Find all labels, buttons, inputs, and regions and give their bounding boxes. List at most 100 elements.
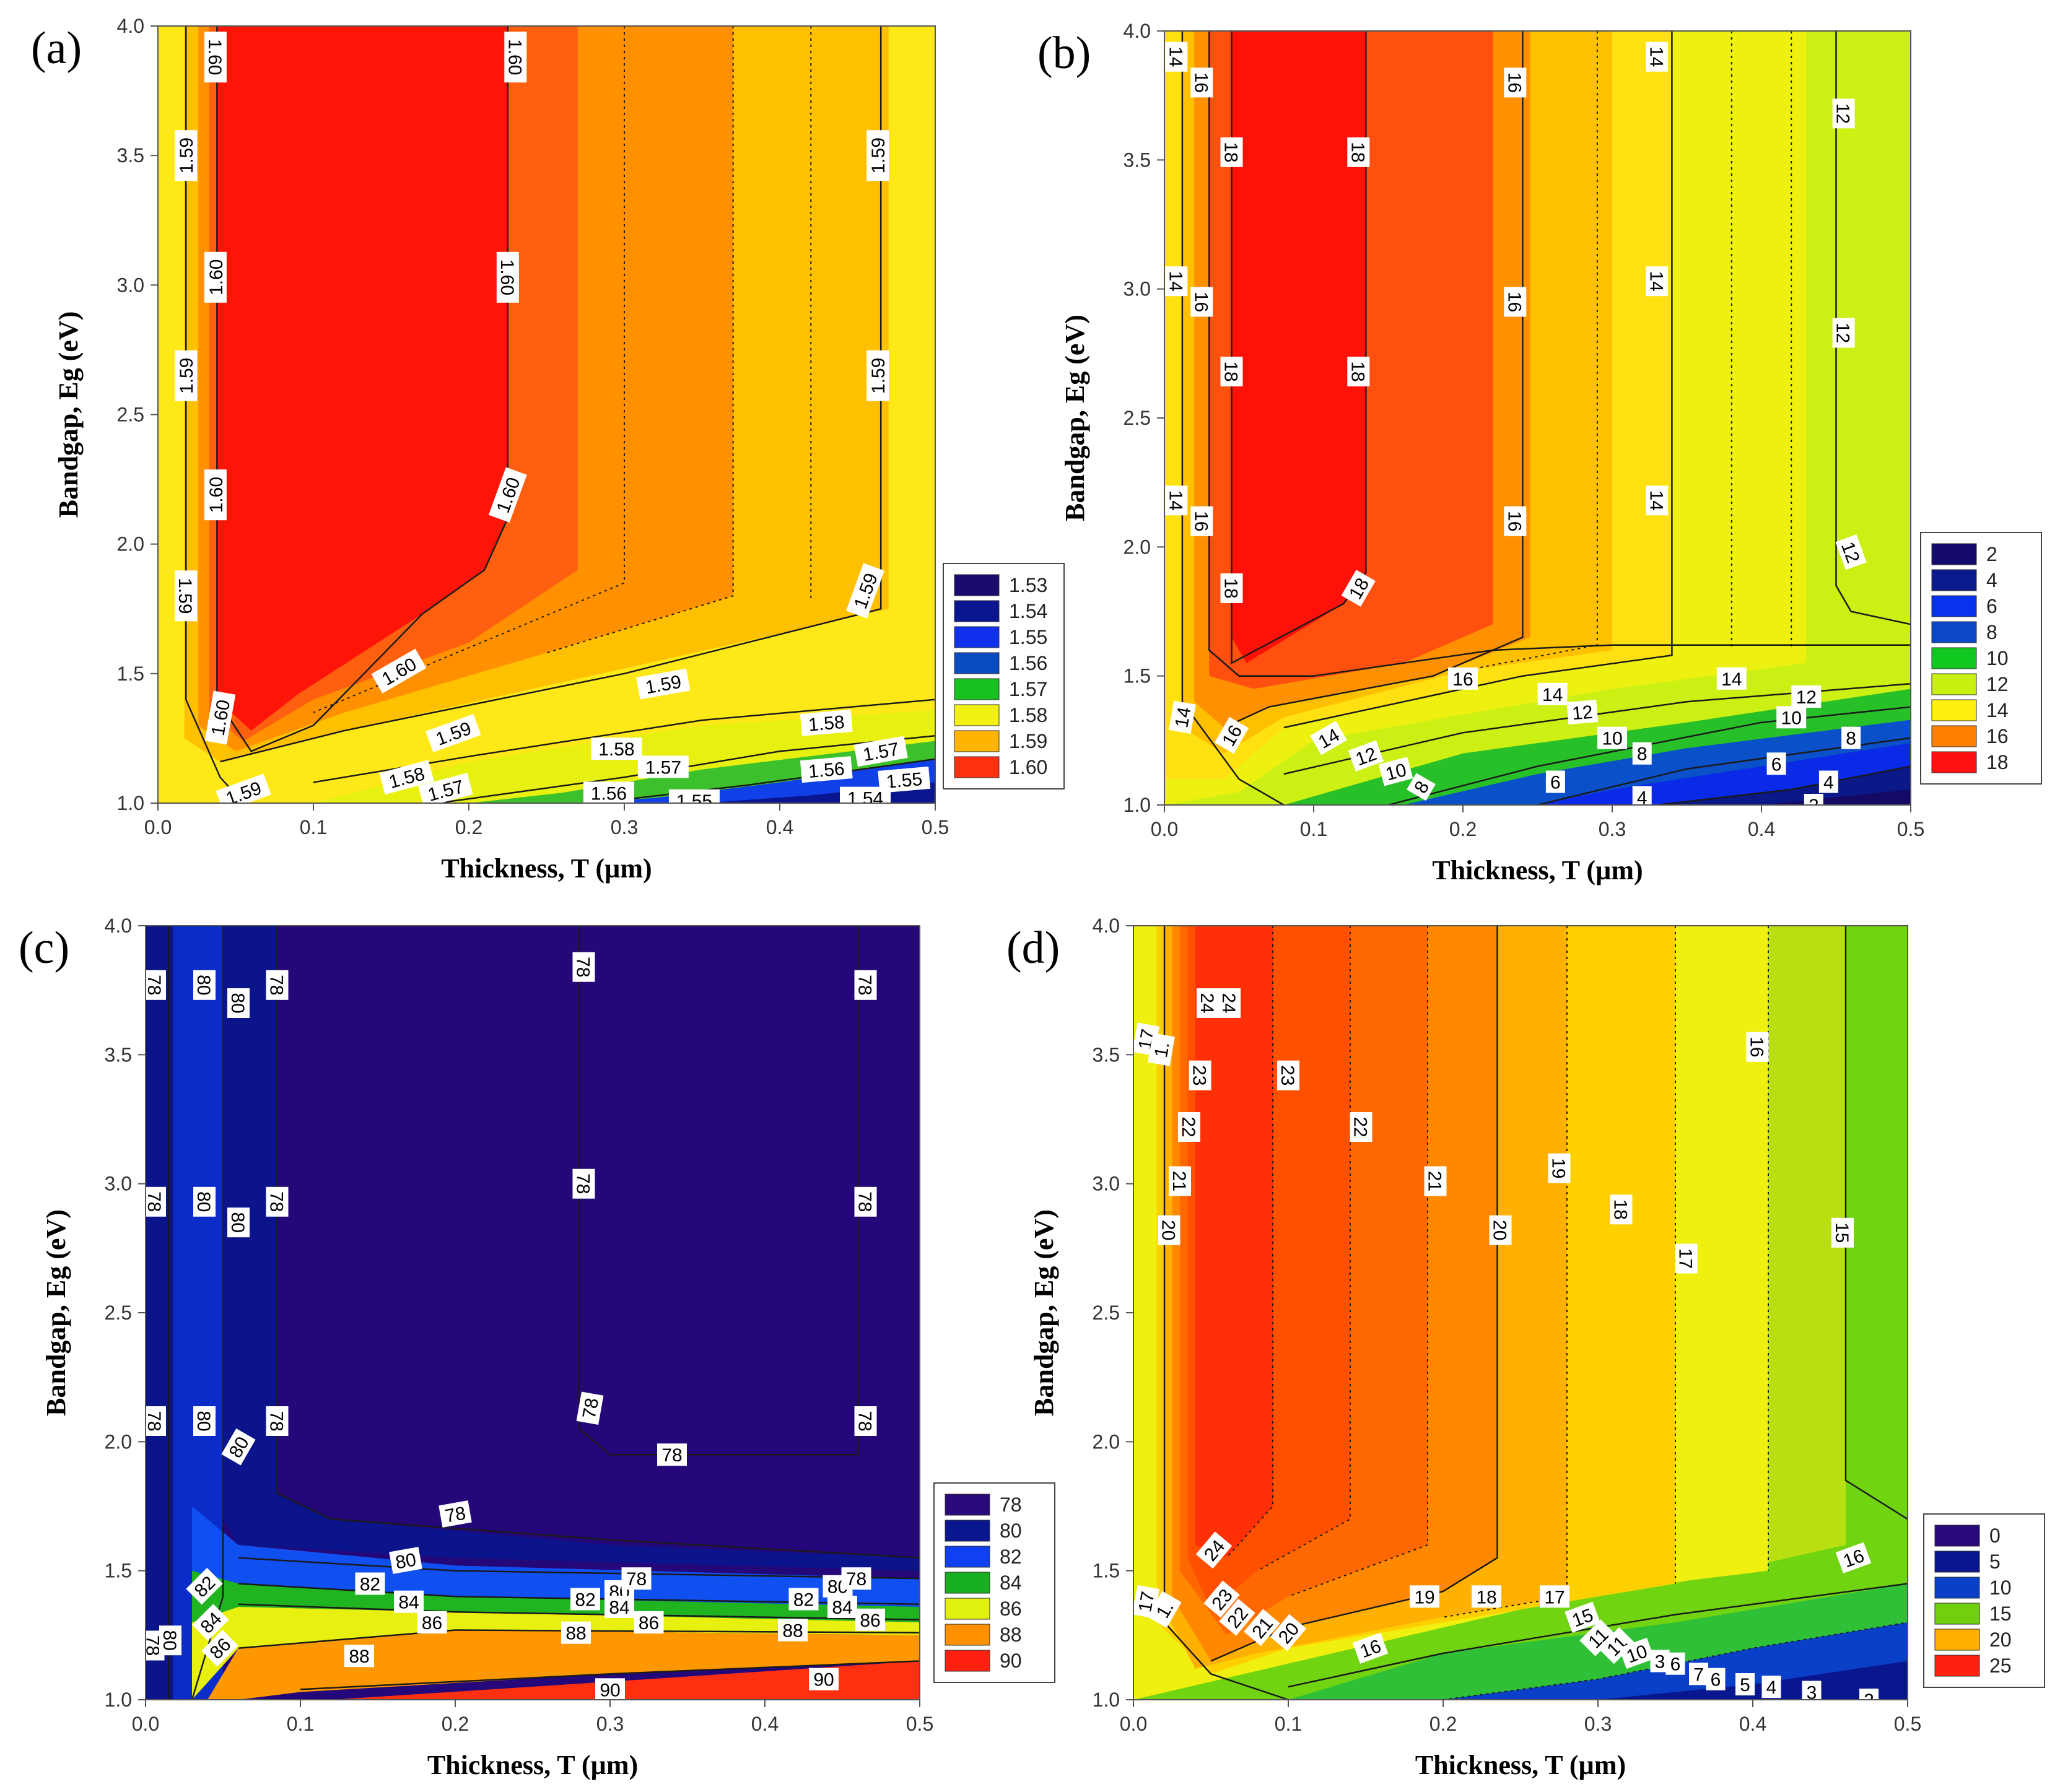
contour-label: 78 xyxy=(266,970,289,1000)
contour-label: 12 xyxy=(1832,98,1855,129)
contour-label: 78 xyxy=(266,1186,289,1217)
y-tick-label: 4.0 xyxy=(1093,915,1120,937)
contour-label-text: 1.60 xyxy=(206,477,227,513)
contour-label-text: 80 xyxy=(394,1549,418,1573)
contour-label: 1.60 xyxy=(496,251,519,303)
contour-label: 16 xyxy=(1835,1542,1872,1573)
contour-label-text: 8 xyxy=(1637,744,1648,765)
x-tick-label: 0.1 xyxy=(287,1713,314,1735)
x-tick-label: 0.5 xyxy=(1897,818,1924,840)
y-tick-label: 1.5 xyxy=(1124,665,1151,687)
contour-label: 78 xyxy=(854,970,877,1000)
contour-label: 78 xyxy=(572,952,595,982)
contour-region xyxy=(1195,926,1273,1558)
contour-label: 1. xyxy=(1148,1033,1175,1066)
legend-swatch xyxy=(1934,1603,1980,1625)
legend-swatch xyxy=(945,1494,990,1516)
contour-label-text: 90 xyxy=(600,1680,620,1700)
contour-label: 82 xyxy=(788,1588,819,1611)
y-tick-label: 4.0 xyxy=(105,915,132,937)
y-axis-title: Bandgap, Eg (eV) xyxy=(53,311,84,518)
legend-label: 1.59 xyxy=(1009,730,1047,752)
contour-label-text: 78 xyxy=(266,1191,287,1212)
legend: 78 80 82 84 86 88 90 xyxy=(933,1482,1055,1683)
contour-label-text: 12 xyxy=(1796,687,1817,708)
contour-label-text: 16 xyxy=(1190,292,1211,312)
contour-label: 14 xyxy=(1165,485,1188,516)
contour-line xyxy=(238,1557,920,1580)
y-tick-label: 1.5 xyxy=(105,1560,132,1582)
contour-label: 1.60 xyxy=(204,469,227,521)
contour-label-text: 82 xyxy=(575,1590,595,1611)
panel-label: (a) xyxy=(31,23,82,74)
x-axis-title: Thickness, T (µm) xyxy=(1432,855,1643,885)
contour-label: 78 xyxy=(146,970,166,1000)
contour-label-text: 1.59 xyxy=(868,358,889,394)
legend-label: 88 xyxy=(1000,1624,1022,1646)
contour-label: 78 xyxy=(621,1567,652,1590)
contour-label: 4 xyxy=(1761,1676,1781,1698)
legend-swatch xyxy=(954,600,1000,622)
x-tick-label: 0.1 xyxy=(1275,1713,1302,1735)
legend: 1.53 1.54 1.55 1.56 1.57 1.58 1.59 1.60 xyxy=(943,563,1065,789)
legend-label: 78 xyxy=(1000,1494,1022,1516)
contour-label-text: 78 xyxy=(579,1396,603,1420)
contour-region xyxy=(146,926,920,1700)
contour-label-text: 84 xyxy=(832,1598,852,1618)
contour-label: 14 xyxy=(1165,266,1188,297)
contour-label: 1.55 xyxy=(668,789,720,803)
contour-label: 12 xyxy=(1791,685,1822,708)
contour-label-text: 14 xyxy=(1646,46,1666,67)
contour-label: 80 xyxy=(193,1186,216,1217)
legend-swatch xyxy=(1934,1655,1980,1677)
legend-label: 12 xyxy=(1986,673,2009,695)
contour-label: 16 xyxy=(1448,667,1478,690)
y-tick-label: 2.0 xyxy=(1093,1430,1120,1453)
contour-label: 78 xyxy=(266,1406,289,1436)
contour-label: 24 xyxy=(1197,988,1219,1018)
contour-line xyxy=(238,1583,920,1606)
contour-label-text: 2 xyxy=(1864,1690,1874,1711)
contour-label-text: 78 xyxy=(626,1569,647,1590)
contour-label: 2 xyxy=(1804,794,1823,805)
legend-label: 6 xyxy=(1986,595,1997,617)
legend-swatch xyxy=(1934,1577,1980,1599)
contour-label: 12 xyxy=(1348,740,1384,772)
y-tick-label: 3.5 xyxy=(117,144,144,167)
contour-label: 78 xyxy=(854,1186,877,1217)
contour-label: 14 xyxy=(1646,41,1669,72)
legend-swatch xyxy=(1934,1629,1980,1651)
contour-line xyxy=(1163,926,1289,1700)
y-tick-label: 2.5 xyxy=(105,1302,132,1324)
contour-label: 90 xyxy=(809,1668,839,1690)
contour-label: 80 xyxy=(159,1625,181,1656)
contour-label-text: 88 xyxy=(565,1624,586,1644)
legend-label: 8 xyxy=(1986,621,1997,643)
legend-label: 1.56 xyxy=(1009,652,1047,674)
contour-label-text: 1.59 xyxy=(868,137,889,173)
contour-label-text: 16 xyxy=(1504,511,1524,531)
contour-label-text: 1.58 xyxy=(808,712,845,736)
contour-label-text: 7 xyxy=(1693,1664,1704,1685)
contour-label-text: 22 xyxy=(1178,1116,1198,1137)
contour-label-text: 78 xyxy=(661,1445,682,1466)
x-tick-label: 0.3 xyxy=(596,1713,624,1735)
contour-label-text: 78 xyxy=(144,1191,164,1212)
contour-region xyxy=(192,1607,920,1700)
contour-label-text: 21 xyxy=(1425,1171,1445,1191)
x-tick-label: 0.0 xyxy=(132,1713,159,1735)
contour-label: 23 xyxy=(1189,1060,1211,1090)
legend-label: 25 xyxy=(1989,1655,2012,1677)
contour-label: 22 xyxy=(1178,1112,1200,1142)
contour-label: 20 xyxy=(1158,1215,1181,1245)
x-tick-label: 0.4 xyxy=(766,816,793,838)
contour-label: 1.57 xyxy=(637,755,689,778)
legend-label: 14 xyxy=(1986,699,2009,721)
contour-label-text: 12 xyxy=(1833,323,1853,343)
contour-label-text: 88 xyxy=(349,1646,369,1667)
contour-line xyxy=(1288,1583,1908,1688)
y-tick-label: 2.0 xyxy=(105,1430,132,1453)
contour-label: 88 xyxy=(561,1621,591,1644)
